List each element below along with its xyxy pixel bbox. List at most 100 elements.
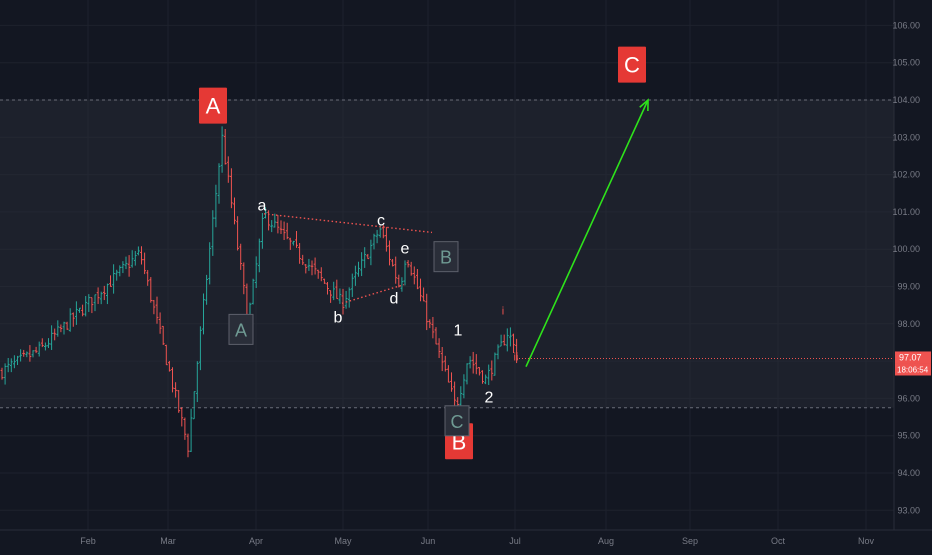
ohlc-bar[interactable] xyxy=(344,290,348,309)
ohlc-bar[interactable] xyxy=(127,255,131,277)
ohlc-bar[interactable] xyxy=(239,243,243,270)
ohlc-bar[interactable] xyxy=(236,216,239,251)
ohlc-bar[interactable] xyxy=(350,273,354,297)
ohlc-bar[interactable] xyxy=(211,210,215,256)
ohlc-bar[interactable] xyxy=(450,372,453,392)
ohlc-bar[interactable] xyxy=(372,233,376,250)
ohlc-bar[interactable] xyxy=(90,297,94,314)
ohlc-bar[interactable] xyxy=(106,283,109,305)
ohlc-bar[interactable] xyxy=(112,264,115,294)
ohlc-bars[interactable] xyxy=(0,126,518,458)
ohlc-bar[interactable] xyxy=(195,361,199,403)
ohlc-bar[interactable] xyxy=(226,156,230,183)
ohlc-bar[interactable] xyxy=(133,250,137,266)
ohlc-bar[interactable] xyxy=(68,308,72,332)
ohlc-bar[interactable] xyxy=(319,267,323,282)
ohlc-bar[interactable] xyxy=(323,278,326,284)
ohlc-bar[interactable] xyxy=(180,407,184,427)
ohlc-bar[interactable] xyxy=(490,360,494,381)
ohlc-bar[interactable] xyxy=(434,327,438,345)
ohlc-bar[interactable] xyxy=(34,346,38,354)
ohlc-bar[interactable] xyxy=(189,408,193,452)
ohlc-bar[interactable] xyxy=(37,341,41,357)
ohlc-bar[interactable] xyxy=(301,254,305,265)
ohlc-bar[interactable] xyxy=(75,301,78,325)
ohlc-bar[interactable] xyxy=(335,279,339,300)
ohlc-bar[interactable] xyxy=(326,281,329,295)
ohlc-bar[interactable] xyxy=(84,296,88,317)
ohlc-bar[interactable] xyxy=(425,293,429,331)
ohlc-bar[interactable] xyxy=(385,226,388,252)
ohlc-bar[interactable] xyxy=(512,333,515,353)
ohlc-bar[interactable] xyxy=(276,215,280,234)
ohlc-bar[interactable] xyxy=(137,246,140,256)
ohlc-bar[interactable] xyxy=(292,240,295,246)
ohlc-bar[interactable] xyxy=(53,328,57,341)
ohlc-bar[interactable] xyxy=(28,345,32,362)
y-axis[interactable]: 93.0094.0095.0096.0097.0098.0099.00100.0… xyxy=(892,0,932,550)
ohlc-bar[interactable] xyxy=(341,288,345,315)
ohlc-bar[interactable] xyxy=(254,256,258,289)
ohlc-bar[interactable] xyxy=(171,367,174,393)
ohlc-bar[interactable] xyxy=(81,304,84,317)
ohlc-bar[interactable] xyxy=(400,277,404,292)
ohlc-bar[interactable] xyxy=(279,220,283,234)
ohlc-bar[interactable] xyxy=(310,260,314,276)
ohlc-bar[interactable] xyxy=(199,326,202,371)
ohlc-bar[interactable] xyxy=(496,344,500,360)
ohlc-bar[interactable] xyxy=(168,360,171,372)
ohlc-bar[interactable] xyxy=(208,242,212,285)
ohlc-bar[interactable] xyxy=(50,325,53,350)
ohlc-bar[interactable] xyxy=(307,258,311,271)
ohlc-bar[interactable] xyxy=(44,342,47,351)
ohlc-bar[interactable] xyxy=(186,433,190,458)
ohlc-bar[interactable] xyxy=(295,230,298,248)
ohlc-bar[interactable] xyxy=(431,316,435,339)
ohlc-bar[interactable] xyxy=(437,338,441,358)
ohlc-bar[interactable] xyxy=(316,269,320,279)
ohlc-bar[interactable] xyxy=(416,268,419,290)
ohlc-bar[interactable] xyxy=(149,277,153,303)
ohlc-bar[interactable] xyxy=(9,358,13,373)
ohlc-bar[interactable] xyxy=(493,352,497,376)
x-axis[interactable]: Feb Mar Apr May Jun Jul Aug Sep Oct Nov xyxy=(0,529,932,546)
ohlc-bar[interactable] xyxy=(78,307,81,313)
ohlc-bar[interactable] xyxy=(118,265,122,277)
ohlc-bar[interactable] xyxy=(453,381,456,406)
ohlc-bar[interactable] xyxy=(329,290,332,303)
ohlc-bar[interactable] xyxy=(96,287,100,304)
ohlc-bar[interactable] xyxy=(264,207,267,219)
ohlc-bar[interactable] xyxy=(183,417,187,440)
ohlc-bar[interactable] xyxy=(16,355,19,366)
ohlc-bar[interactable] xyxy=(357,261,360,277)
ohlc-bar[interactable] xyxy=(59,324,63,333)
ohlc-bar[interactable] xyxy=(47,338,50,348)
ohlc-bar[interactable] xyxy=(440,346,444,372)
ohlc-bar[interactable] xyxy=(363,247,367,268)
ohlc-bar[interactable] xyxy=(447,365,450,383)
ohlc-bar[interactable] xyxy=(13,355,16,369)
ohlc-bar[interactable] xyxy=(515,338,518,364)
ohlc-bar[interactable] xyxy=(161,325,165,346)
ohlc-bar[interactable] xyxy=(124,256,128,270)
ohlc-bar[interactable] xyxy=(87,294,91,312)
ohlc-bar[interactable] xyxy=(403,260,407,286)
ohlc-bar[interactable] xyxy=(233,197,236,225)
ohlc-bar[interactable] xyxy=(285,222,289,240)
ohlc-bar[interactable] xyxy=(220,126,224,173)
ohlc-bar[interactable] xyxy=(298,243,301,264)
ohlc-bar[interactable] xyxy=(143,252,146,275)
ohlc-bar[interactable] xyxy=(223,129,227,165)
ohlc-bar[interactable] xyxy=(130,250,134,268)
ohlc-bar[interactable] xyxy=(217,163,221,204)
ohlc-bar[interactable] xyxy=(366,253,370,260)
ohlc-bar[interactable] xyxy=(502,334,506,346)
ohlc-bar[interactable] xyxy=(419,278,422,302)
ohlc-bar[interactable] xyxy=(230,168,233,209)
ohlc-bar[interactable] xyxy=(406,260,410,268)
ohlc-bar[interactable] xyxy=(102,285,106,301)
ohlc-bar[interactable] xyxy=(428,319,432,329)
ohlc-bar[interactable] xyxy=(56,320,60,337)
ohlc-bar[interactable] xyxy=(375,229,379,244)
